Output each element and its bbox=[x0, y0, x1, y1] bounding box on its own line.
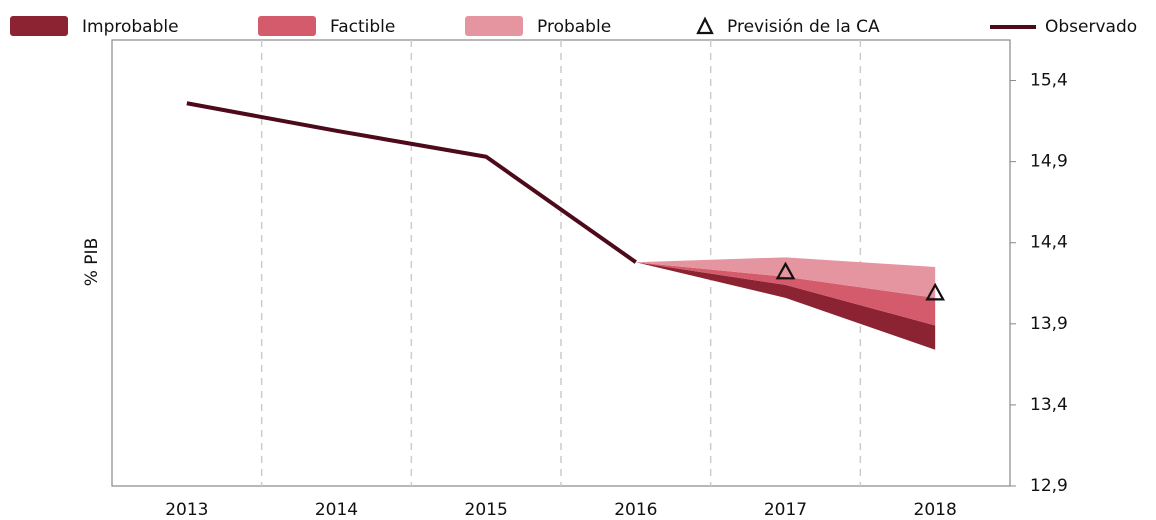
legend-label: Factible bbox=[330, 17, 395, 37]
legend-marker bbox=[696, 16, 714, 35]
observed-line bbox=[186, 101, 637, 264]
y-tick-label: 13,4 bbox=[1030, 395, 1068, 415]
x-tick-label: 2013 bbox=[165, 500, 208, 520]
legend-label: Previsión de la CA bbox=[727, 17, 880, 37]
legend-swatch bbox=[465, 16, 523, 36]
x-tick-label: 2018 bbox=[914, 500, 957, 520]
legend-label: Observado bbox=[1045, 17, 1137, 37]
legend-label: Probable bbox=[537, 17, 611, 37]
fan-band bbox=[635, 257, 936, 298]
fan-band bbox=[635, 262, 936, 326]
legend-label: Improbable bbox=[82, 17, 179, 37]
forecast-marker bbox=[775, 261, 796, 280]
y-tick-label: 15,4 bbox=[1030, 71, 1068, 91]
y-tick-label: 14,4 bbox=[1030, 233, 1068, 253]
x-tick-label: 2016 bbox=[614, 500, 657, 520]
legend-swatch bbox=[10, 16, 68, 36]
x-tick-label: 2017 bbox=[764, 500, 807, 520]
x-tick-label: 2014 bbox=[315, 500, 358, 520]
x-tick-label: 2015 bbox=[465, 500, 508, 520]
y-tick-label: 12,9 bbox=[1030, 476, 1068, 496]
y-tick-label: 13,9 bbox=[1030, 314, 1068, 334]
legend-swatch bbox=[258, 16, 316, 36]
y-tick-label: 14,9 bbox=[1030, 152, 1068, 172]
forecast-marker bbox=[925, 282, 946, 301]
y-axis-label: % PIB bbox=[82, 238, 102, 287]
